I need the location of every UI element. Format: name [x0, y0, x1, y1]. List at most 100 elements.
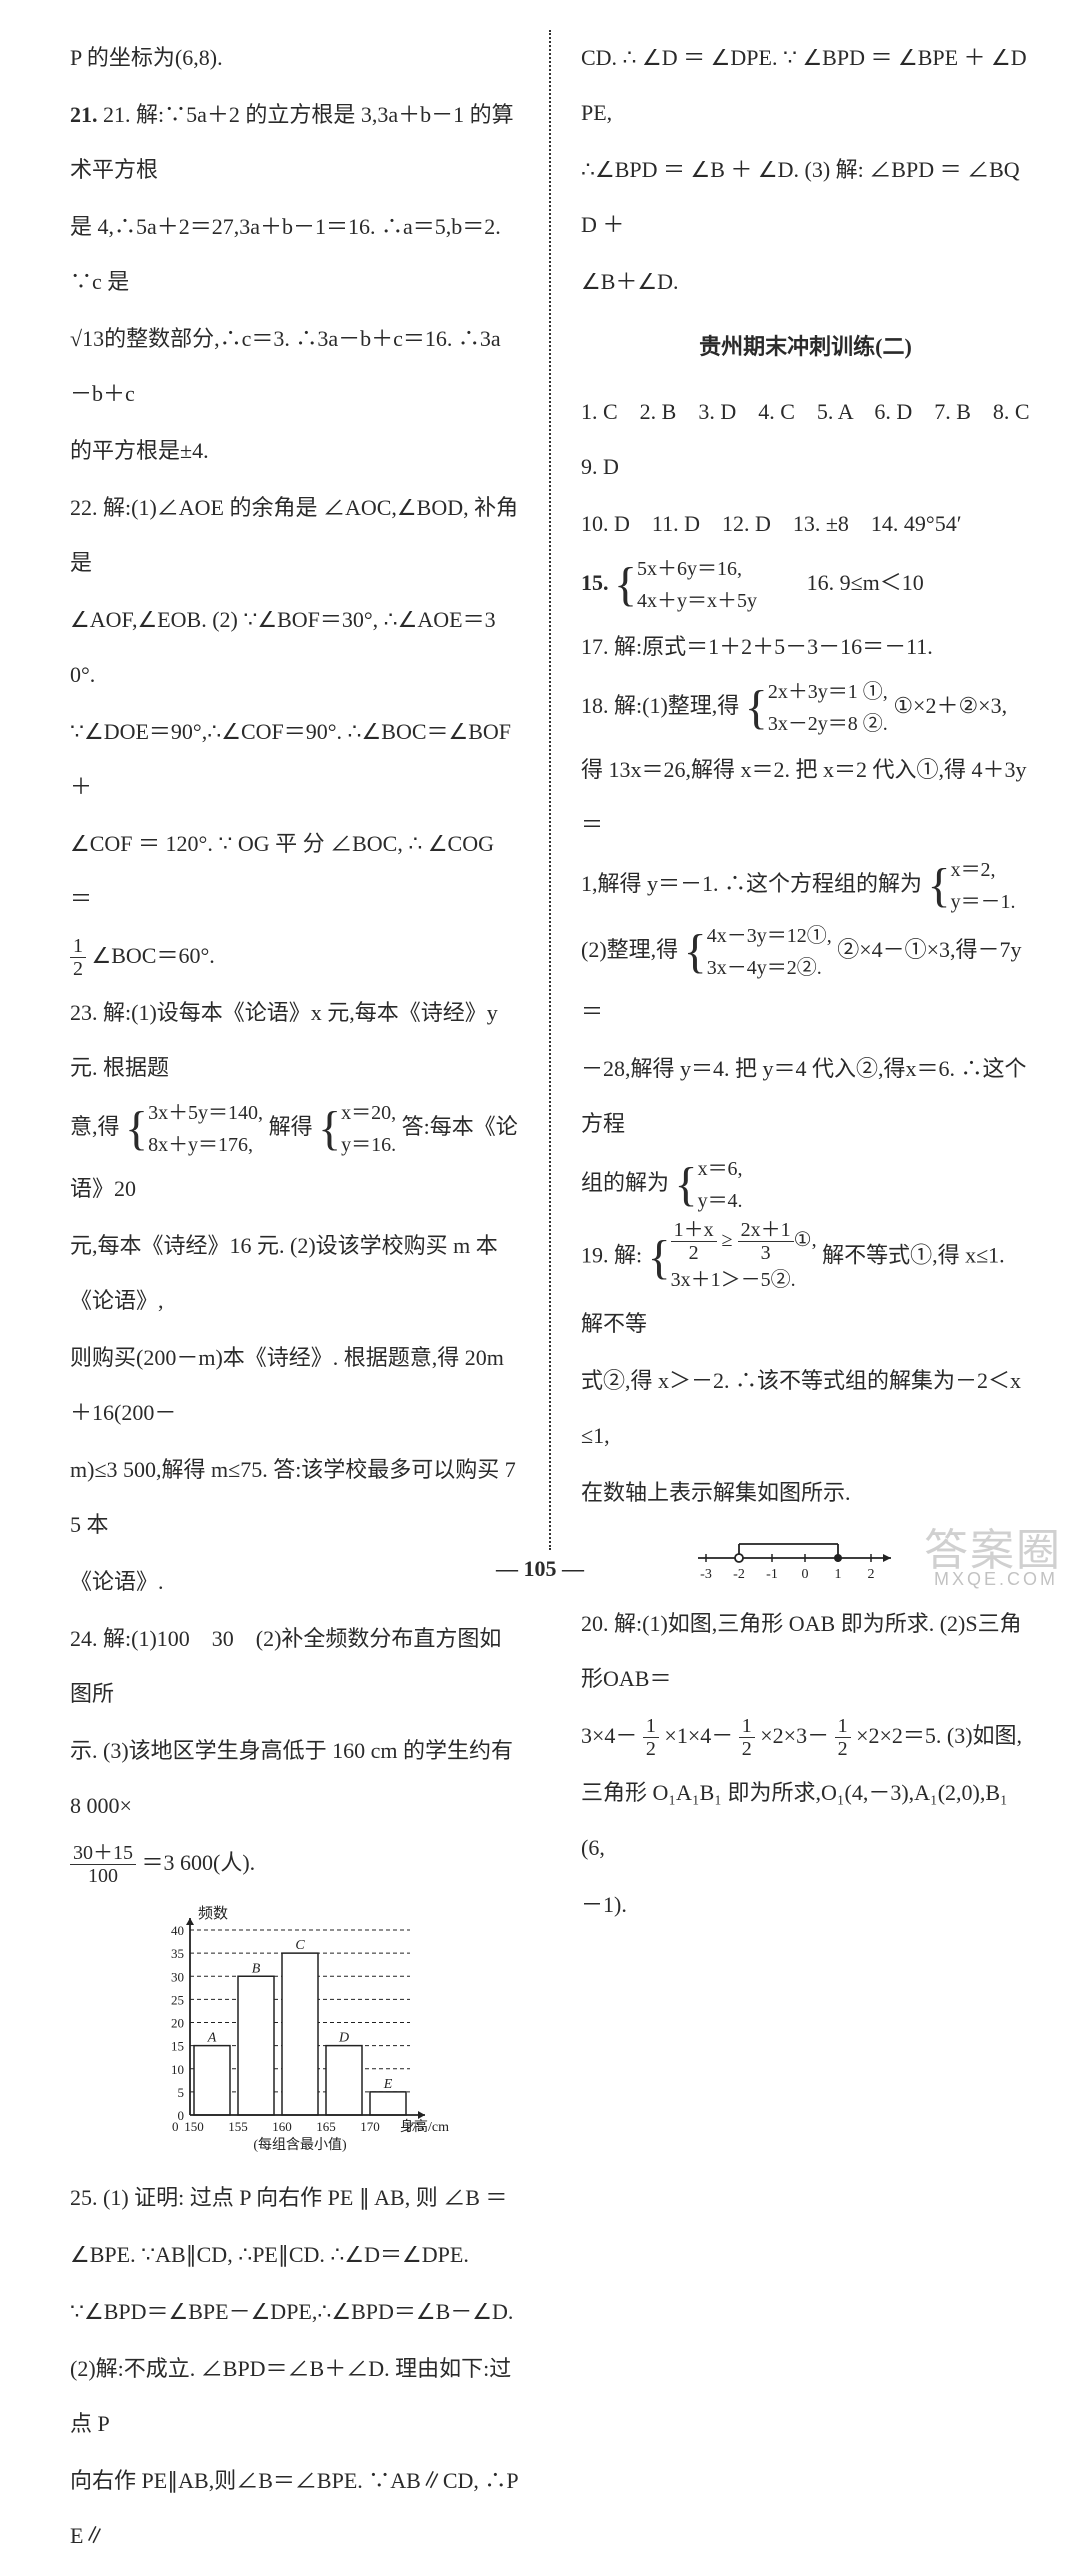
- text-line: 组的解为 {x＝6,y＝4.: [581, 1153, 1030, 1217]
- text-line: ∴∠BPD ＝ ∠B ＋ ∠D. (3) 解: ∠BPD ＝ ∠BQD ＋: [581, 142, 1030, 252]
- svg-text:5: 5: [177, 2085, 184, 2100]
- text-line: (2)整理,得 {4x－3y＝12①,3x－4y＝2②. ②×4－①×3,得－7…: [581, 920, 1030, 1039]
- text-line: －1).: [581, 1877, 1030, 1932]
- svg-text:频数: 频数: [198, 1905, 228, 1922]
- den: 100: [70, 1865, 136, 1887]
- fraction: 12: [643, 1715, 659, 1760]
- answer-line: 10. D 11. D 12. D 13. ±8 14. 49°54′: [581, 496, 1030, 551]
- text-line: CD. ∴ ∠D ＝ ∠DPE. ∵ ∠BPD ＝ ∠BPE ＋ ∠DPE,: [581, 30, 1030, 140]
- svg-text:155: 155: [228, 2119, 248, 2134]
- eq: 8x＋y＝176,: [148, 1129, 263, 1161]
- eq: x＝6,: [698, 1153, 743, 1185]
- text-line: －28,解得 y＝4. 把 y＝4 代入②,得x＝6. ∴这个方程: [581, 1041, 1030, 1151]
- text-line: 15. {5x＋6y＝16,4x＋y＝x＋5y 16. 9≤m＜10: [581, 553, 1030, 617]
- text-line: ∠BPE. ∵AB∥CD, ∴PE∥CD. ∴∠D＝∠DPE.: [70, 2227, 519, 2282]
- svg-text:160: 160: [272, 2119, 292, 2134]
- num: 30＋15: [70, 1842, 136, 1865]
- text-line: 23. 解:(1)设每本《论语》x 元,每本《诗经》y 元. 根据题: [70, 985, 519, 1095]
- t: 1,解得 y＝－1. ∴这个方程组的解为: [581, 871, 922, 896]
- eq: 3x＋5y＝140,: [148, 1097, 263, 1129]
- brace-system: { 1＋x2 ≥ 2x＋13①, 3x＋1＞－5②.: [648, 1219, 817, 1296]
- t: ×2×3－: [760, 1723, 829, 1748]
- eq: 2x＋3y＝1 ①,: [768, 676, 888, 708]
- t: (2)整理,得: [581, 937, 678, 962]
- svg-text:35: 35: [171, 1946, 184, 1961]
- answer-line: 1. C 2. B 3. D 4. C 5. A 6. D 7. B 8. C …: [581, 384, 1030, 494]
- text-line: m)≤3 500,解得 m≤75. 答:该学校最多可以购买 75 本: [70, 1442, 519, 1552]
- chart-svg: 0510152025303540ABCDE150155160165170175频…: [135, 1900, 455, 2160]
- text-line: 25. (1) 证明: 过点 P 向右作 PE ∥ AB, 则 ∠B ＝: [70, 2170, 519, 2225]
- svg-text:(每组含最小值): (每组含最小值): [253, 2137, 347, 2153]
- text-line: ∵∠DOE＝90°,∴∠COF＝90°. ∴∠BOC＝∠BOF＋: [70, 704, 519, 814]
- text-line: 三角形 O₁A₁B₁ 即为所求,O₁(4,－3),A₁(2,0),B₁(6,: [581, 1765, 1030, 1875]
- svg-text:E: E: [382, 2077, 392, 2092]
- text-line: 是 4,∴5a＋2＝27,3a＋b－1＝16. ∴a＝5,b＝2. ∵c 是: [70, 199, 519, 309]
- text-line: 17. 解:原式＝1＋2＋5－3－16＝－11.: [581, 619, 1030, 674]
- eq: 3x－2y＝8 ②.: [768, 708, 888, 740]
- t: ∠BOC＝60°.: [92, 943, 215, 968]
- brace-system: {3x＋5y＝140,8x＋y＝176,: [125, 1097, 263, 1161]
- text-line: 24. 解:(1)100 30 (2)补全频数分布直方图如图所: [70, 1611, 519, 1721]
- text-line: 得 13x＝26,解得 x＝2. 把 x＝2 代入①,得 4＋3y＝: [581, 742, 1030, 852]
- text-line: 22. 解:(1)∠AOE 的余角是 ∠AOC,∠BOD, 补角是: [70, 480, 519, 590]
- text-line: √13的整数部分,∴c＝3. ∴3a－b＋c＝16. ∴3a－b＋c: [70, 311, 519, 421]
- text-line: 12 ∠BOC＝60°.: [70, 928, 519, 983]
- t: 21. 解:∵5a＋2 的立方根是 3,3a＋b－1 的算术平方根: [70, 102, 514, 182]
- text-line: 1,解得 y＝－1. ∴这个方程组的解为 {x＝2,y＝－1.: [581, 854, 1030, 918]
- svg-text:25: 25: [171, 1992, 184, 2007]
- section-title: 贵州期末冲刺训练(二): [581, 319, 1030, 374]
- text-line: 式②,得 x＞－2. ∴该不等式组的解集为－2＜x≤1,: [581, 1353, 1030, 1463]
- text-line: 意,得 {3x＋5y＝140,8x＋y＝176, 解得 {x＝20,y＝16. …: [70, 1097, 519, 1216]
- text-line: 向右作 PE∥AB,则∠B＝∠BPE. ∵AB∥CD, ∴PE∥: [70, 2453, 519, 2563]
- svg-text:40: 40: [171, 1923, 184, 1938]
- text-line: 3×4－ 12 ×1×4－ 12 ×2×3－ 12 ×2×2＝5. (3)如图,: [581, 1708, 1030, 1763]
- svg-text:150: 150: [184, 2119, 204, 2134]
- fraction: 12: [70, 935, 86, 980]
- num: 1: [70, 935, 86, 958]
- eq: x＝2,: [951, 854, 1016, 886]
- svg-text:身高/cm: 身高/cm: [400, 2118, 449, 2135]
- text-line: ∵∠BPD＝∠BPE－∠DPE,∴∠BPD＝∠B－∠D.: [70, 2284, 519, 2339]
- fraction: 12: [739, 1715, 755, 1760]
- eq: x＝20,: [341, 1097, 396, 1129]
- text-line: ∠COF ＝ 120°. ∵ OG 平 分 ∠BOC, ∴ ∠COG ＝: [70, 816, 519, 926]
- t: ×1×4－: [664, 1723, 733, 1748]
- t: 解得: [269, 1114, 313, 1139]
- right-column: CD. ∴ ∠D ＝ ∠DPE. ∵ ∠BPD ＝ ∠BPE ＋ ∠DPE, ∴…: [581, 30, 1030, 1550]
- text-line: ∠B＋∠D.: [581, 254, 1030, 309]
- eq: 5x＋6y＝16,: [637, 553, 757, 585]
- svg-text:A: A: [206, 2031, 216, 2046]
- text-line: 19. 解: { 1＋x2 ≥ 2x＋13①, 3x＋1＞－5②. 解不等式①,…: [581, 1219, 1030, 1351]
- qnum: 15.: [581, 570, 609, 595]
- text-line: 18. 解:(1)整理,得 {2x＋3y＝1 ①,3x－2y＝8 ②. ①×2＋…: [581, 676, 1030, 740]
- svg-text:0: 0: [172, 2119, 179, 2134]
- t: 18. 解:(1)整理,得: [581, 693, 739, 718]
- text-line: P 的坐标为(6,8).: [70, 30, 519, 85]
- brace-system: {2x＋3y＝1 ①,3x－2y＝8 ②.: [745, 676, 888, 740]
- brace-system: {x＝2,y＝－1.: [928, 854, 1016, 918]
- t: 3×4－: [581, 1723, 637, 1748]
- eq: 4x＋y＝x＋5y: [637, 585, 757, 617]
- eq: 3x－4y＝2②.: [707, 952, 832, 984]
- fraction: 12: [835, 1715, 851, 1760]
- t: 意,得: [70, 1114, 120, 1139]
- text-line: 的平方根是±4.: [70, 423, 519, 478]
- eq: 3x＋1＞－5②.: [671, 1264, 817, 1296]
- brace-system: {x＝6,y＝4.: [675, 1153, 743, 1217]
- fraction: 30＋15100: [70, 1842, 136, 1887]
- text-line: (2)解:不成立. ∠BPD＝∠B＋∠D. 理由如下:过点 P: [70, 2341, 519, 2451]
- svg-text:165: 165: [316, 2119, 336, 2134]
- text-line: 30＋15100 ＝3 600(人).: [70, 1835, 519, 1890]
- eq: 4x－3y＝12①,: [707, 920, 832, 952]
- svg-text:20: 20: [171, 2016, 184, 2031]
- text-line: 在数轴上表示解集如图所示.: [581, 1465, 1030, 1520]
- svg-text:C: C: [295, 1938, 305, 1953]
- t: ×2×2＝5. (3)如图,: [856, 1723, 1022, 1748]
- svg-text:15: 15: [171, 2039, 184, 2054]
- t: 19. 解:: [581, 1243, 642, 1268]
- text-line: 21. 21. 解:∵5a＋2 的立方根是 3,3a＋b－1 的算术平方根: [70, 87, 519, 197]
- svg-text:30: 30: [171, 1969, 184, 1984]
- svg-text:10: 10: [171, 2062, 184, 2077]
- page-number-value: 105: [524, 1556, 557, 1581]
- eq: y＝－1.: [951, 886, 1016, 918]
